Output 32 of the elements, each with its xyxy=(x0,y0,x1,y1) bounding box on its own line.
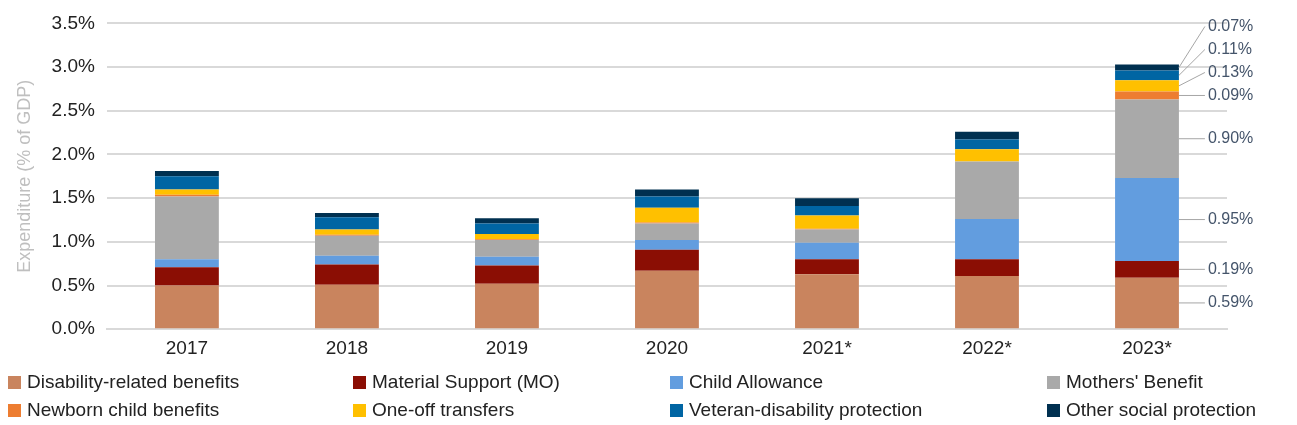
y-tick-label: 2.0% xyxy=(51,142,96,164)
y-tick-label: 0.5% xyxy=(51,273,96,295)
y-tick-label: 0.0% xyxy=(51,317,96,339)
x-tick-label: 2017 xyxy=(165,336,209,358)
legend-label: Child Allowance xyxy=(689,371,824,393)
x-tick-label: 2020 xyxy=(645,336,689,358)
y-tick-label: 2.5% xyxy=(51,99,96,121)
y-tick-label: 1.0% xyxy=(51,230,96,252)
data-label: 0.19% xyxy=(1207,259,1254,277)
legend-label: Other social protection xyxy=(1066,399,1257,421)
legend-label: Veteran-disability protection xyxy=(689,399,923,421)
y-axis-title: Expenditure (% of GDP) xyxy=(13,79,34,273)
x-tick-label: 2022* xyxy=(962,336,1013,358)
data-label: 0.09% xyxy=(1207,85,1254,103)
data-label: 0.11% xyxy=(1207,39,1253,57)
data-label: 0.90% xyxy=(1207,129,1254,147)
legend-label: Newborn child benefits xyxy=(27,399,220,421)
data-label: 0.59% xyxy=(1207,293,1254,311)
data-label: 0.07% xyxy=(1207,16,1254,34)
y-tick-label: 1.5% xyxy=(51,186,96,208)
x-tick-label: 2019 xyxy=(485,336,529,358)
legend-label: Disability-related benefits xyxy=(27,371,240,393)
y-tick-label: 3.5% xyxy=(51,11,96,33)
legend-label: One-off transfers xyxy=(372,399,515,421)
y-tick-label: 3.0% xyxy=(51,55,96,77)
x-tick-label: 2018 xyxy=(325,336,369,358)
legend-label: Mothers' Benefit xyxy=(1066,371,1203,393)
data-label: 0.13% xyxy=(1207,62,1254,80)
legend-label: Material Support (MO) xyxy=(372,371,560,393)
x-tick-label: 2021* xyxy=(802,336,853,358)
data-label: 0.95% xyxy=(1207,209,1254,227)
x-tick-label: 2023* xyxy=(1122,336,1173,358)
